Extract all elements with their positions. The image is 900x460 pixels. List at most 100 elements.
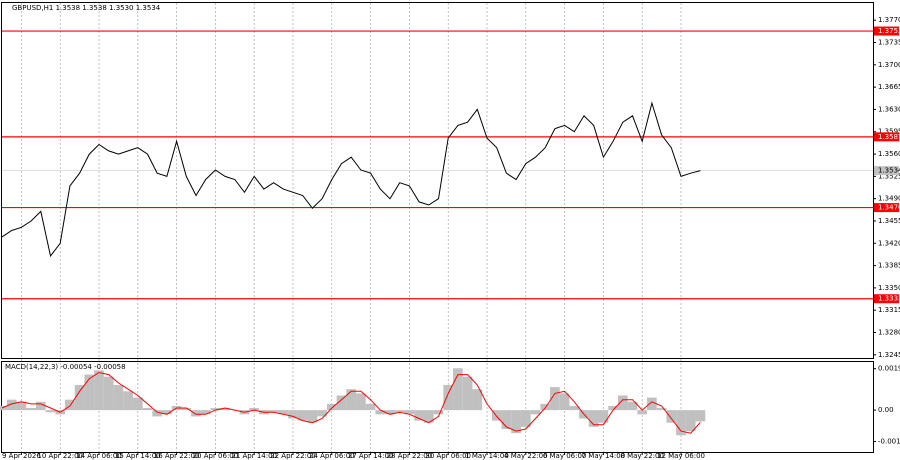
- x-tick-label: 21 Apr 14:00: [231, 452, 277, 460]
- y-tick-label: 1.3420: [878, 239, 900, 247]
- macd-bar: [365, 403, 376, 411]
- macd-bar: [249, 408, 260, 411]
- x-tick-label: 9 Apr 2026: [2, 452, 41, 460]
- y-tick-label: 0.00: [878, 406, 894, 414]
- macd-bar: [74, 385, 85, 411]
- macd-bar: [433, 410, 444, 415]
- macd-bar: [695, 410, 706, 422]
- macd-bar: [16, 401, 27, 411]
- macd-bar: [656, 408, 667, 411]
- macd-bar: [423, 410, 434, 423]
- x-tick-label: 6 May 06:00: [543, 452, 587, 460]
- level-tag: [874, 26, 899, 36]
- y-tick-label: 1.3280: [878, 329, 900, 337]
- x-tick-label: 27 Apr 14:00: [348, 452, 394, 460]
- macd-bar: [511, 410, 521, 434]
- y-tick-label: 1.3665: [878, 83, 900, 91]
- macd-bar: [491, 410, 502, 421]
- y-tick-label: 1.3700: [878, 61, 900, 69]
- macd-bar: [200, 410, 211, 415]
- macd-bar: [123, 391, 133, 411]
- last-price-label: 1.3534: [878, 167, 900, 175]
- x-tick-label: 12 May 06:00: [657, 452, 705, 460]
- macd-bar: [453, 368, 463, 411]
- chart-title: GBPUSD,H1 1.3538 1.3538 1.3530 1.3534: [12, 4, 161, 12]
- y-tick-label: 1.3630: [878, 105, 900, 113]
- y-tick-label: 0.00198: [878, 365, 900, 373]
- x-tick-label: 7 May 14:00: [582, 452, 626, 460]
- macd-bar: [35, 401, 46, 411]
- macd-bar: [26, 408, 36, 411]
- x-tick-label: 30 Apr 06:00: [425, 452, 471, 460]
- macd-bar: [598, 410, 609, 423]
- macd-bar: [627, 401, 638, 411]
- macd-bar: [94, 370, 104, 411]
- macd-bar: [346, 389, 357, 411]
- x-tick-label: 24 Apr 06:00: [309, 452, 355, 460]
- level-label: 1.3587: [878, 133, 900, 141]
- y-tick-label: 1.3315: [878, 306, 900, 314]
- x-tick-label: 4 May 22:00: [504, 452, 548, 460]
- macd-bar: [404, 410, 415, 415]
- x-tick-label: 8 May 22:00: [620, 452, 664, 460]
- macd-bar: [559, 393, 570, 411]
- x-tick-label: 22 Apr 22:00: [270, 452, 316, 460]
- macd-bar: [617, 395, 628, 411]
- x-tick-label: 10 Apr 22:00: [37, 452, 83, 460]
- macd-bar: [142, 408, 153, 411]
- level-tag: [874, 294, 899, 304]
- macd-bar: [65, 399, 75, 411]
- macd-bar: [462, 376, 473, 411]
- macd-bar: [45, 410, 56, 413]
- macd-bar: [394, 410, 405, 413]
- macd-bar: [278, 410, 289, 415]
- macd-bar: [530, 410, 541, 415]
- macd-bar: [297, 410, 308, 421]
- x-tick-label: 16 Apr 22:00: [154, 452, 200, 460]
- x-tick-label: 28 Apr 22:00: [387, 452, 433, 460]
- x-tick-label: 15 Apr 14:00: [115, 452, 161, 460]
- macd-title: MACD(14,22,3) -0.00054 -0.00058: [5, 363, 126, 371]
- macd-bar: [375, 410, 386, 415]
- macd-bar: [103, 376, 114, 411]
- macd-bar: [608, 405, 618, 411]
- y-tick-label: 1.3735: [878, 39, 900, 47]
- macd-bar: [152, 410, 163, 417]
- macd-bar: [113, 385, 124, 411]
- x-tick-label: 1 May 14:00: [465, 452, 509, 460]
- macd-bar: [191, 410, 201, 417]
- x-tick-label: 14 Apr 06:00: [76, 452, 122, 460]
- macd-bar: [0, 405, 7, 411]
- macd-bar: [317, 410, 327, 417]
- macd-bar: [132, 397, 143, 411]
- macd-bar: [326, 403, 337, 411]
- y-tick-label: 1.3455: [878, 217, 900, 225]
- macd-bar: [569, 405, 580, 411]
- y-tick-label: 1.3350: [878, 284, 900, 292]
- macd-bar: [443, 385, 454, 411]
- macd-bar: [336, 395, 347, 411]
- macd-bar: [685, 410, 696, 432]
- macd-bar: [588, 410, 599, 427]
- macd-bar: [520, 410, 531, 427]
- macd-bar: [647, 397, 657, 411]
- price-line: [1, 101, 701, 258]
- macd-bar: [356, 393, 366, 411]
- macd-bar: [6, 399, 17, 411]
- y-tick-label: 1.3560: [878, 150, 900, 158]
- y-tick-label: 1.3595: [878, 128, 900, 136]
- macd-bar: [84, 374, 95, 411]
- macd-bar: [288, 410, 298, 419]
- last-price-tag: [874, 166, 899, 176]
- macd-bar: [540, 403, 551, 411]
- price-pane: [1, 2, 874, 359]
- macd-bar: [268, 410, 279, 413]
- macd-bar: [472, 389, 483, 411]
- macd-bar: [307, 410, 318, 423]
- macd-bar: [414, 410, 424, 421]
- y-tick-label: 1.3490: [878, 195, 900, 203]
- y-tick-label: 1.3770: [878, 16, 900, 24]
